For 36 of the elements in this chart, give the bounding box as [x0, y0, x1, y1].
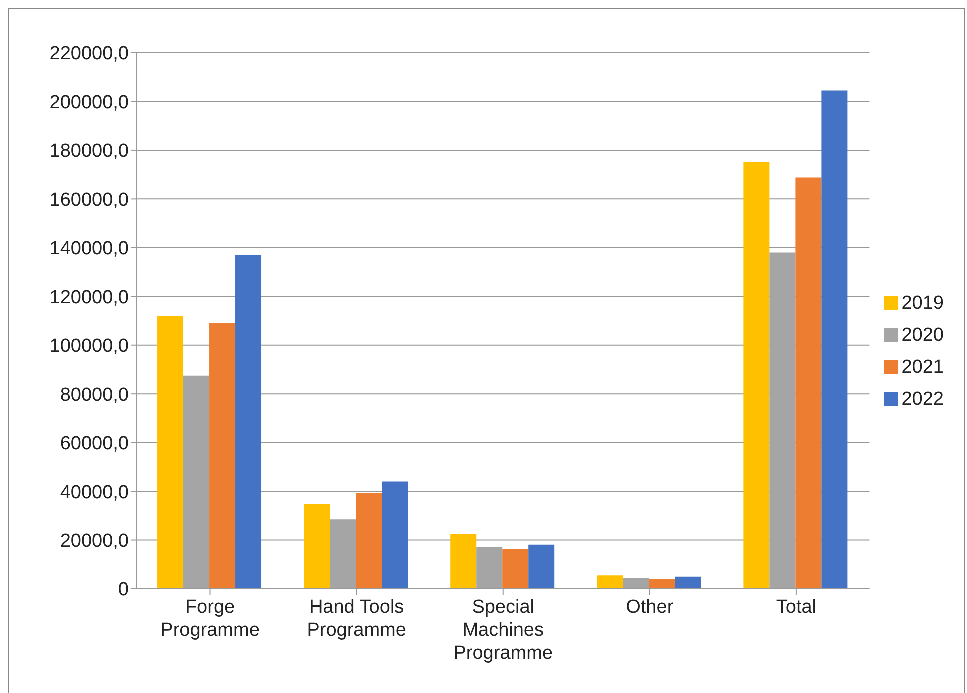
bar [822, 90, 848, 589]
bar [597, 576, 624, 589]
y-tick-label: 200000,0 [50, 92, 129, 114]
bar [744, 162, 770, 589]
y-tick-label: 80000,0 [60, 384, 129, 406]
legend-label: 2020 [902, 324, 944, 346]
bar [210, 323, 236, 589]
x-tick-label: Special Machines Programme [454, 597, 553, 664]
y-tick-label: 140000,0 [50, 238, 129, 260]
bar [675, 576, 702, 589]
bar [796, 178, 822, 589]
y-tick-label: 160000,0 [50, 190, 129, 211]
bar [158, 316, 184, 589]
x-tick-label: Forge Programme [160, 597, 260, 641]
bar [382, 482, 408, 589]
x-tick-label: Other [626, 597, 674, 618]
x-tick-label: Total [776, 597, 817, 618]
legend-label: 2022 [902, 388, 944, 410]
bar [502, 549, 529, 589]
y-tick-label: 220000,0 [50, 44, 129, 65]
bar [356, 493, 382, 589]
legend-label: 2021 [902, 356, 944, 378]
y-tick-label: 20000,0 [60, 531, 129, 552]
bar [236, 255, 262, 589]
legend-label: 2019 [902, 292, 944, 314]
x-tick-label: Hand Tools Programme [307, 597, 406, 641]
bar [528, 544, 555, 589]
y-tick-label: 40000,0 [60, 482, 129, 504]
y-tick-label: 60000,0 [60, 434, 129, 455]
y-tick-label: 100000,0 [50, 336, 129, 358]
y-tick-label: 120000,0 [50, 287, 129, 308]
bar [649, 579, 676, 589]
bar [304, 504, 330, 589]
bar [450, 534, 477, 589]
y-tick-label: 0 [118, 580, 129, 601]
y-tick-label: 180000,0 [50, 141, 129, 162]
